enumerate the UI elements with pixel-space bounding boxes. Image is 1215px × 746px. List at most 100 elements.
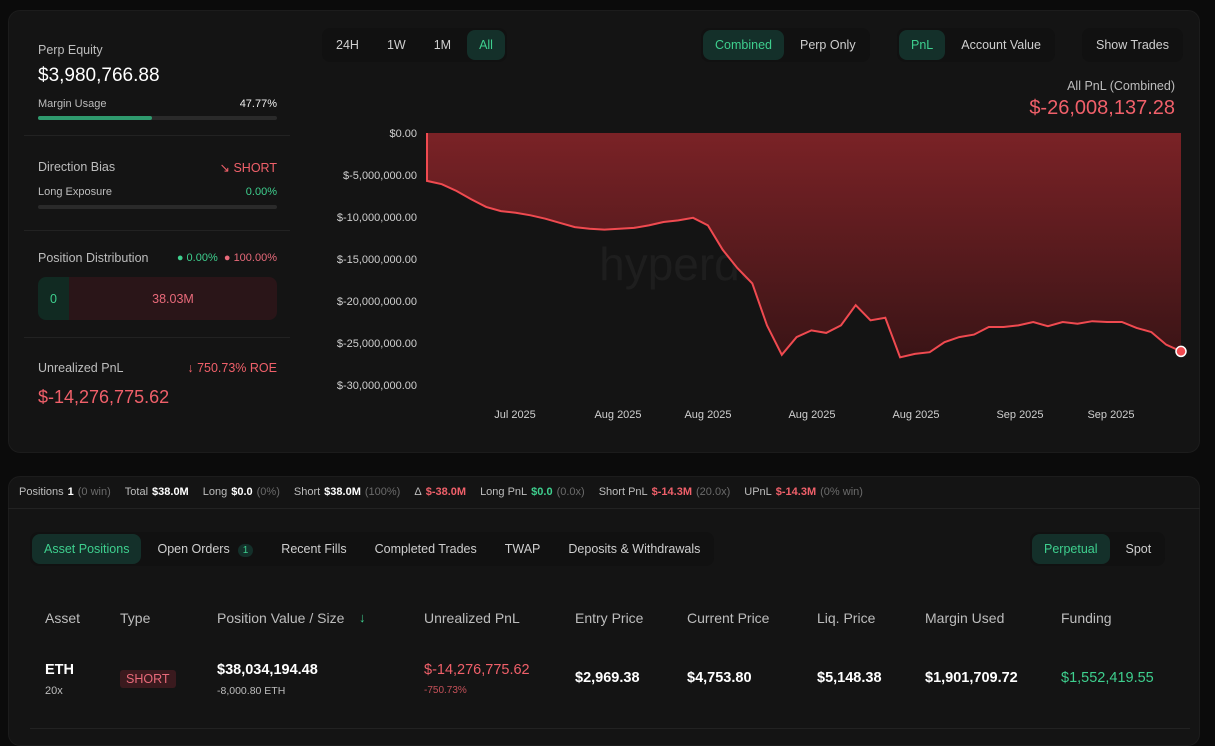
tab-completed-trades[interactable]: Completed Trades — [363, 534, 489, 564]
liq-price: $5,148.38 — [817, 670, 882, 686]
metric-account-value[interactable]: Account Value — [961, 38, 1041, 52]
column-header-unrealized-pnl[interactable]: Unrealized PnL — [424, 610, 520, 626]
stat-value: $38.0M — [152, 486, 189, 498]
stat-value: $-14.3M — [651, 486, 692, 498]
show-trades-button[interactable]: Show Trades — [1096, 38, 1169, 52]
column-header-liq-price[interactable]: Liq. Price — [817, 610, 876, 626]
stat-label: Long — [202, 486, 228, 498]
tab-open-orders[interactable]: Open Orders 1 — [145, 534, 265, 564]
stat-note: (0.0x) — [556, 486, 585, 498]
stat-note: (0% win) — [820, 486, 863, 498]
direction-bias-value: SHORT — [233, 161, 277, 175]
stat-value: $-14.3M — [775, 486, 817, 498]
tab-label: Recent Fills — [281, 542, 347, 556]
range-24h[interactable]: 24H — [336, 38, 359, 52]
stat-value: $0.0 — [231, 486, 253, 498]
asset-name: ETH — [45, 662, 74, 678]
tab-label: Asset Positions — [44, 542, 130, 556]
market-tab-perpetual[interactable]: Perpetual — [1032, 534, 1110, 564]
stat-label: Short PnL — [598, 486, 648, 498]
stat-long: Long $0.0 (0%) — [203, 486, 284, 498]
position-value: $38,034,194.48 — [217, 662, 318, 678]
stat-label: Total — [124, 486, 149, 498]
position-distribution-label: Position Distribution — [38, 251, 149, 265]
column-header-type[interactable]: Type — [120, 610, 151, 626]
range-all[interactable]: All — [467, 30, 505, 60]
open-orders-badge: 1 — [237, 544, 254, 557]
margin-usage-label: Margin Usage — [38, 98, 107, 110]
positions-panel — [8, 476, 1200, 746]
margin-usage-bar — [38, 116, 277, 120]
stat-short: Short $38.0M (100%) — [294, 486, 404, 498]
arrow-down-icon: ↓ — [187, 361, 198, 375]
stat-label: Δ — [414, 486, 422, 498]
x-tick-label: Aug 2025 — [788, 409, 835, 421]
x-tick-label: Sep 2025 — [996, 409, 1043, 421]
mode-selector: Combined Perp Only — [701, 28, 870, 62]
stat--: Δ $-38.0M — [414, 486, 470, 498]
dist-short-value: 38.03M — [69, 277, 277, 320]
tab-label: Completed Trades — [374, 542, 477, 556]
x-tick-label: Aug 2025 — [892, 409, 939, 421]
sort-desc-icon[interactable]: ↓ — [359, 610, 366, 625]
x-tick-label: Aug 2025 — [684, 409, 731, 421]
y-tick-label: $-15,000,000.00 — [337, 254, 417, 266]
stat-note: (100%) — [364, 486, 401, 498]
direction-bias-label: Direction Bias — [38, 160, 116, 174]
x-tick-label: Aug 2025 — [594, 409, 641, 421]
mode-combined[interactable]: Combined — [703, 30, 784, 60]
column-header-funding[interactable]: Funding — [1061, 610, 1112, 626]
pnl-chart: hyperdash.info $0.00$-5,000,000.00$-10,0… — [337, 128, 1187, 421]
roe-value: 750.73% ROE — [197, 361, 277, 375]
perp-equity-label: Perp Equity — [38, 43, 103, 57]
stat-label: Short — [293, 486, 321, 498]
stat-positions: Positions 1 (0 win) — [19, 486, 115, 498]
dist-long-pct: 0.00% — [186, 252, 218, 264]
column-header-asset[interactable]: Asset — [45, 610, 81, 626]
tab-deposits-withdrawals[interactable]: Deposits & Withdrawals — [556, 534, 712, 564]
stat-value: $0.0 — [531, 486, 553, 498]
pnl-area — [427, 133, 1181, 358]
stat-value: $-38.0M — [425, 486, 467, 498]
column-header-position-value-size[interactable]: Position Value / Size — [217, 610, 345, 626]
row-unrealized-pnl-pct: -750.73% — [424, 685, 467, 696]
stat-label: UPnL — [744, 486, 772, 498]
x-tick-label: Sep 2025 — [1087, 409, 1134, 421]
column-header-current-price[interactable]: Current Price — [687, 610, 770, 626]
mode-perp-only[interactable]: Perp Only — [799, 38, 856, 52]
entry-price: $2,969.38 — [575, 670, 640, 686]
last-point-marker — [1175, 345, 1187, 358]
market-tab-spot[interactable]: Spot — [1125, 542, 1152, 556]
y-tick-label: $-25,000,000.00 — [337, 338, 417, 350]
tab-recent-fills[interactable]: Recent Fills — [269, 534, 358, 564]
metric-pnl[interactable]: PnL — [899, 30, 946, 60]
y-tick-label: $0.00 — [389, 128, 417, 140]
tab-twap[interactable]: TWAP — [493, 534, 553, 564]
pnl-summary-label: All PnL (Combined) — [1067, 79, 1175, 93]
show-trades-wrap: Show Trades — [1082, 28, 1183, 62]
perp-equity-value: $3,980,766.88 — [38, 65, 160, 86]
row-unrealized-pnl: $-14,276,775.62 — [424, 662, 530, 678]
stat-value: 1 — [67, 486, 74, 498]
market-tabs: Perpetual Spot — [1030, 532, 1166, 566]
position-distribution-bar: 0 38.03M — [38, 277, 277, 320]
margin-usage-value: 47.77% — [239, 98, 277, 110]
stats-bar: Positions 1 (0 win) Total $38.0M Long $0.0 (0%)… — [19, 486, 877, 498]
y-tick-label: $-20,000,000.00 — [337, 296, 417, 308]
stat-upnl: UPnL $-14.3M (0% win) — [744, 486, 867, 498]
tab-label: Open Orders — [157, 542, 230, 556]
column-header-margin-used[interactable]: Margin Used — [925, 610, 1005, 626]
range-1m[interactable]: 1M — [433, 38, 452, 52]
long-exposure-bar — [38, 205, 277, 209]
pnl-summary-value: $-26,008,137.28 — [1029, 97, 1175, 119]
dist-long-value: 0 — [38, 277, 69, 320]
stat-short-pnl: Short PnL $-14.3M (20.0x) — [599, 486, 735, 498]
tab-asset-positions[interactable]: Asset Positions — [32, 534, 142, 564]
current-price: $4,753.80 — [687, 670, 752, 686]
stat-value: $38.0M — [324, 486, 361, 498]
range-selector: 24H 1W 1M All — [322, 28, 507, 62]
stat-note: (0%) — [256, 486, 280, 498]
stat-label: Long PnL — [480, 486, 528, 498]
column-header-entry-price[interactable]: Entry Price — [575, 610, 644, 626]
range-1w[interactable]: 1W — [386, 38, 406, 52]
